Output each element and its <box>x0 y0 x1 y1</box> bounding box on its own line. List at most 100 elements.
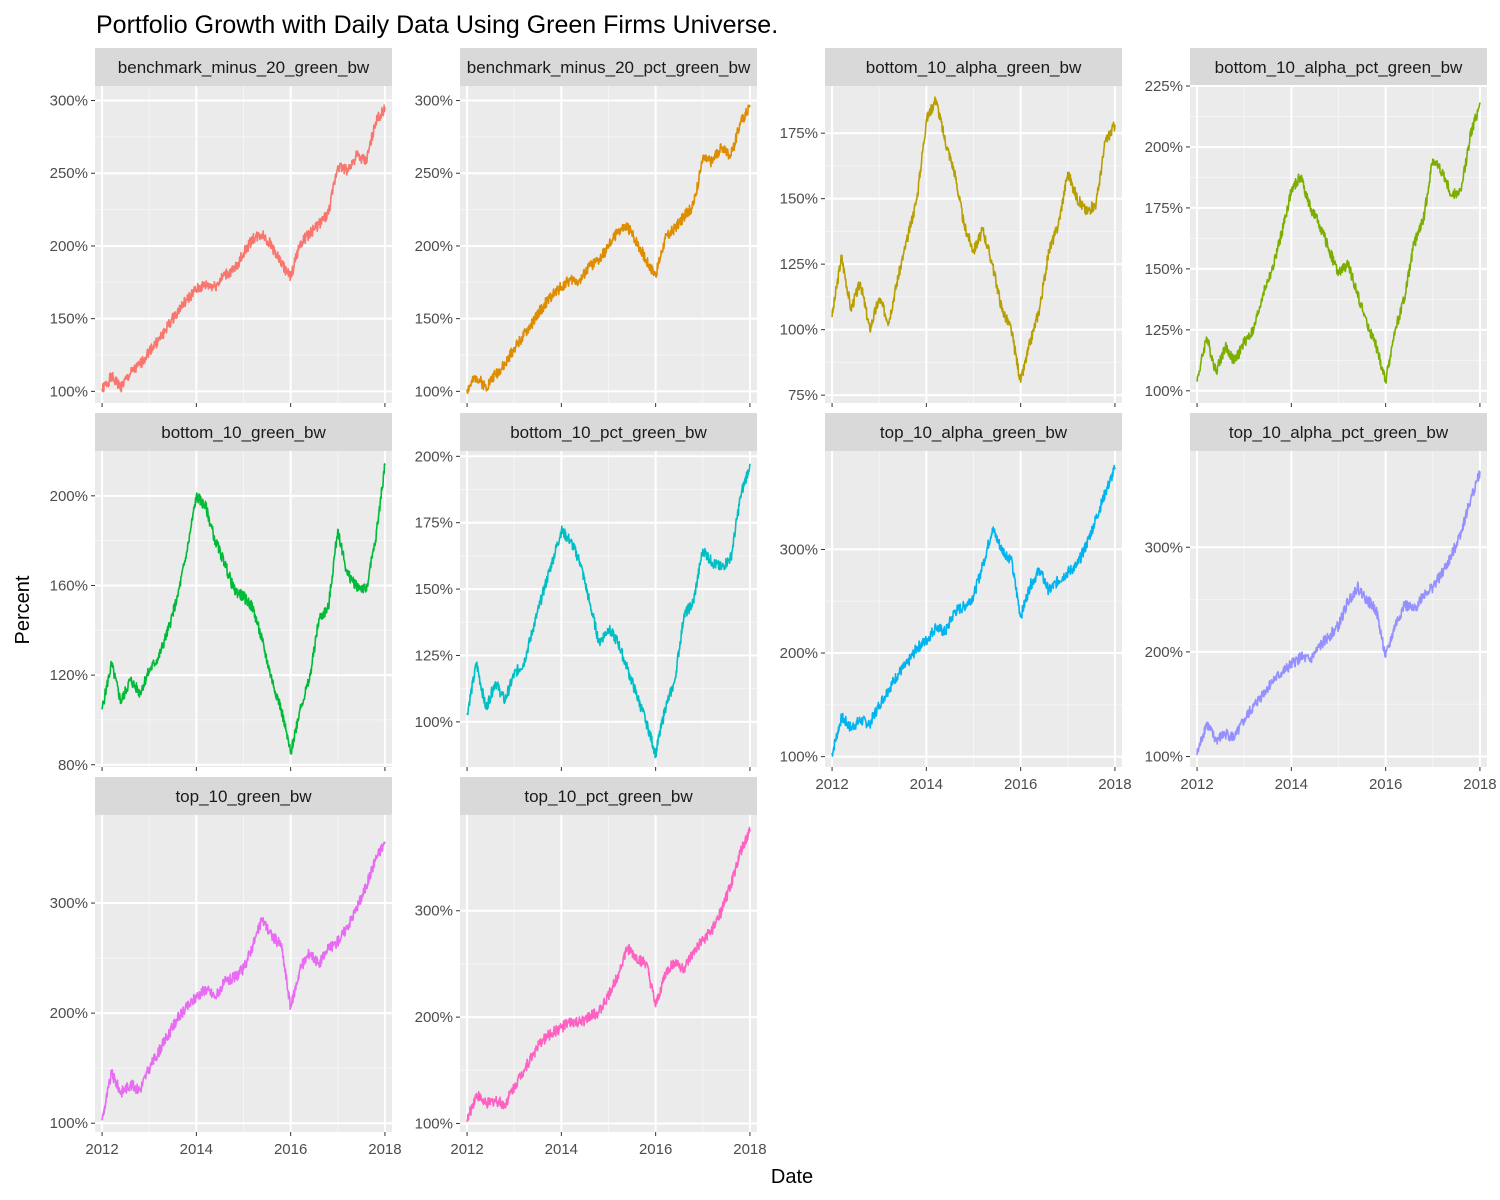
data-point <box>1076 564 1079 566</box>
data-point <box>730 154 732 157</box>
data-point <box>110 663 113 665</box>
data-point <box>654 1005 657 1008</box>
data-point <box>138 364 141 366</box>
data-point <box>878 704 881 706</box>
data-point <box>1309 659 1312 662</box>
data-point <box>374 858 377 860</box>
facet-panel-5: bottom_10_green_bw 80% 120% 160% 200% <box>50 413 392 774</box>
data-point <box>1450 194 1453 197</box>
data-point <box>223 274 226 276</box>
data-point <box>336 528 339 531</box>
data-point <box>110 376 113 378</box>
data-point <box>513 1085 516 1088</box>
data-point <box>120 1091 122 1094</box>
data-point <box>186 551 188 553</box>
data-point <box>551 294 553 297</box>
y-tick-label: 100% <box>780 322 818 339</box>
y-tick-label: 300% <box>415 903 453 920</box>
chart-title: Portfolio Growth with Daily Data Using G… <box>96 11 778 39</box>
data-point <box>384 463 386 466</box>
data-point <box>1460 190 1462 192</box>
x-tick-label: 2016 <box>274 1141 307 1158</box>
data-point <box>157 1050 160 1053</box>
data-point <box>346 573 349 576</box>
data-point <box>673 227 676 230</box>
data-point <box>270 245 273 247</box>
data-point <box>1010 558 1013 561</box>
data-point <box>868 328 871 331</box>
data-point <box>1337 624 1340 627</box>
data-point <box>1271 268 1274 270</box>
facet-strip <box>460 48 757 86</box>
y-tick-label: 150% <box>780 191 818 208</box>
data-point <box>1224 732 1227 735</box>
data-point <box>233 977 235 979</box>
data-point <box>1365 321 1368 324</box>
data-point <box>541 306 544 308</box>
data-point <box>532 1053 534 1056</box>
data-point <box>270 678 273 681</box>
data-point <box>485 386 487 388</box>
x-tick-label: 2016 <box>1369 776 1402 793</box>
data-point <box>635 957 638 960</box>
x-tick-label: 2012 <box>85 1141 118 1158</box>
y-tick-label: 150% <box>415 311 453 328</box>
facet-strip-label: bottom_10_alpha_pct_green_bw <box>1215 58 1463 77</box>
data-point <box>289 277 292 279</box>
data-point <box>1281 672 1283 674</box>
data-point <box>1000 548 1003 551</box>
data-point <box>1394 329 1396 331</box>
data-point <box>223 981 226 984</box>
data-point <box>1048 590 1050 592</box>
data-point <box>1076 197 1079 200</box>
y-tick-label: 75% <box>788 387 818 404</box>
x-tick-label: 2014 <box>545 1141 578 1158</box>
facet-panel-3: bottom_10_alpha_green_bw 75% 100% 125% 150% 1… <box>780 48 1122 407</box>
data-point <box>683 968 685 971</box>
data-point <box>1384 380 1387 382</box>
data-point <box>299 242 301 244</box>
data-point <box>522 335 525 337</box>
data-point <box>1038 307 1041 310</box>
data-point <box>1029 341 1031 344</box>
facet-strip-label: top_10_alpha_pct_green_bw <box>1229 423 1449 442</box>
data-point <box>186 1006 188 1009</box>
data-point <box>607 628 610 630</box>
data-point <box>1215 370 1217 373</box>
data-point <box>579 280 582 282</box>
data-point <box>223 562 226 564</box>
data-point <box>195 288 198 291</box>
data-point <box>607 245 610 247</box>
y-tick-label: 200% <box>50 1005 88 1022</box>
data-point <box>598 641 600 643</box>
data-point <box>475 376 478 378</box>
y-tick-label: 150% <box>1145 261 1183 278</box>
data-point <box>289 1006 292 1009</box>
data-point <box>101 389 103 391</box>
data-point <box>120 701 122 703</box>
data-point <box>494 1099 497 1101</box>
data-point <box>522 662 525 665</box>
facet-panel-9: top_10_green_bw 100% 200% 300% 2012 2014 2016 2… <box>50 777 402 1158</box>
data-point <box>749 830 751 832</box>
x-tick-label: 2012 <box>815 776 848 793</box>
data-point <box>1394 624 1396 627</box>
y-tick-label: 300% <box>415 93 453 110</box>
y-tick-label: 100% <box>50 1115 88 1132</box>
y-tick-label: 300% <box>1145 539 1183 556</box>
data-point <box>711 929 714 931</box>
data-point <box>327 607 330 609</box>
x-tick-label: 2012 <box>1180 776 1213 793</box>
data-point <box>374 539 377 542</box>
data-point <box>645 963 648 965</box>
y-tick-label: 100% <box>1145 383 1183 400</box>
data-point <box>148 669 151 672</box>
data-point <box>588 601 591 604</box>
facet-strip-label: benchmark_minus_20_green_bw <box>118 58 370 77</box>
data-point <box>749 105 751 108</box>
data-point <box>840 716 843 719</box>
data-point <box>233 589 235 591</box>
data-point <box>1271 680 1274 682</box>
data-point <box>598 1010 600 1013</box>
